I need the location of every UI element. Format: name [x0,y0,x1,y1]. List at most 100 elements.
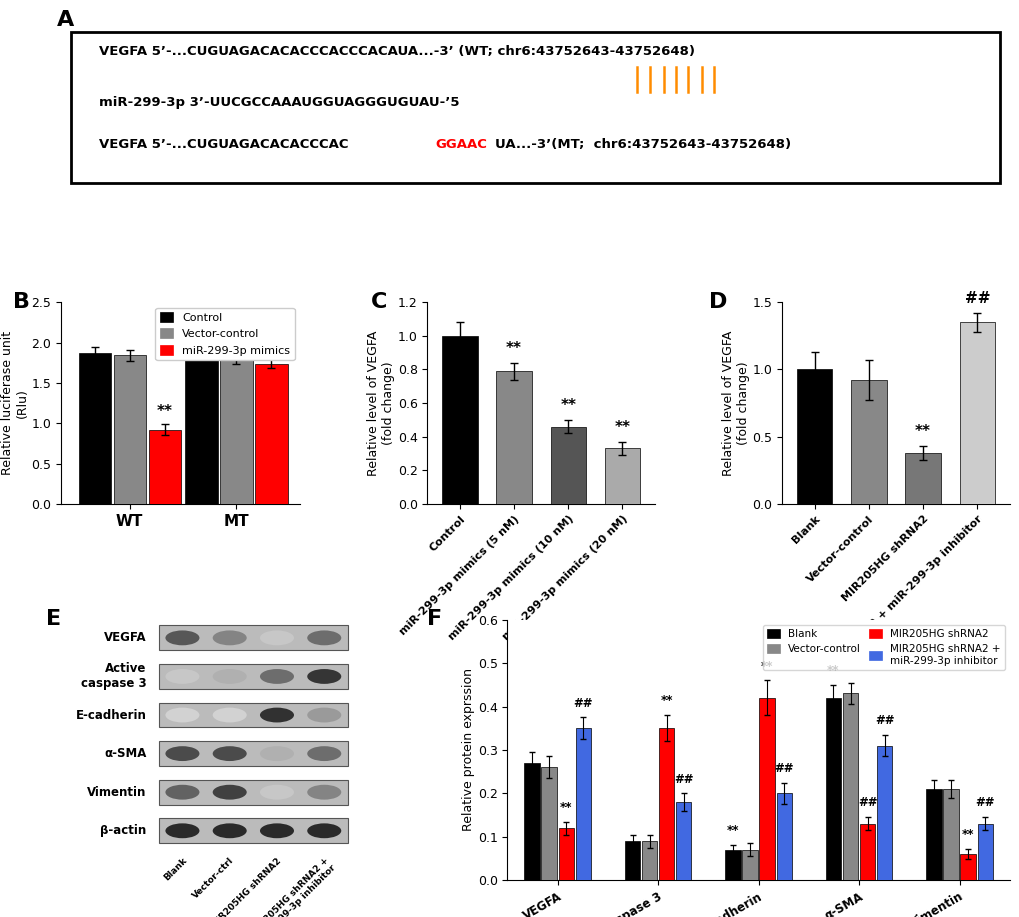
Ellipse shape [213,631,247,646]
Ellipse shape [165,669,200,684]
Bar [641,841,656,880]
Text: Vector-ctrl: Vector-ctrl [192,856,235,900]
Text: ##: ## [674,773,693,786]
Bar [796,370,832,504]
Text: miR-299-3p 3’-UUCGCCAAAUGGUAGGGUGUAU-’5: miR-299-3p 3’-UUCGCCAAAUGGUAGGGUGUAU-’5 [99,96,460,109]
Bar [159,664,347,689]
Text: VEGFA 5’-...CUGUAGACACACCCAC: VEGFA 5’-...CUGUAGACACACCCAC [99,138,348,151]
Text: β-actin: β-actin [100,824,147,837]
Text: ##: ## [857,797,876,810]
Text: ##: ## [964,292,989,306]
Text: **: ** [559,398,576,414]
Text: UA...-3’(MT;  chr6:43752643-43752648): UA...-3’(MT; chr6:43752643-43752648) [494,138,791,151]
Y-axis label: Relative protein exprssion: Relative protein exprssion [462,668,475,832]
Text: Blank: Blank [162,856,189,883]
Ellipse shape [260,708,293,723]
Bar [442,336,477,504]
Text: α-SMA: α-SMA [104,747,147,760]
Y-axis label: Relative luciferase unit
(Rlu): Relative luciferase unit (Rlu) [1,331,29,475]
Bar [925,789,941,880]
Bar [255,363,287,504]
Bar [959,323,994,504]
Bar [575,728,590,880]
Ellipse shape [260,785,293,800]
Text: **: ** [961,828,973,841]
Text: Vimentin: Vimentin [88,786,147,799]
Bar [220,359,253,504]
Text: ##: ## [773,762,793,775]
Ellipse shape [213,746,247,761]
Bar [159,702,347,727]
Text: **: ** [157,404,172,419]
Bar [159,741,347,766]
Ellipse shape [307,669,341,684]
Text: **: ** [505,341,522,356]
Ellipse shape [307,785,341,800]
Text: VEGFA 5’-...CUGUAGACACACCCACCCACAUA...-3’ (WT; chr6:43752643-43752648): VEGFA 5’-...CUGUAGACACACCCACCCACAUA...-3… [99,46,695,59]
Bar [558,828,574,880]
Ellipse shape [213,823,247,838]
Bar [676,802,691,880]
Bar [742,850,757,880]
Text: E-cadherin: E-cadherin [75,709,147,722]
Text: ##: ## [974,797,994,810]
Ellipse shape [165,631,200,646]
Bar [851,381,886,504]
Bar [775,793,791,880]
Text: MIR205HG shRNA2 +
miR-299-3p inhibitor: MIR205HG shRNA2 + miR-299-3p inhibitor [249,856,337,917]
Bar [876,746,892,880]
Y-axis label: Relative level of VEGFA
(fold change): Relative level of VEGFA (fold change) [721,330,749,476]
Bar [842,693,857,880]
Bar [159,625,347,650]
Bar [759,698,774,880]
Ellipse shape [213,785,247,800]
Bar [960,855,975,880]
Ellipse shape [307,823,341,838]
Bar [524,763,539,880]
Bar [625,841,640,880]
Text: **: ** [760,659,772,673]
Legend: Blank, Vector-control, MIR205HG shRNA2, MIR205HG shRNA2 +
miR-299-3p inhibitor: Blank, Vector-control, MIR205HG shRNA2, … [762,624,1004,670]
Bar [943,789,958,880]
Text: **: ** [826,664,839,677]
Text: ##: ## [573,697,592,710]
Text: C: C [370,293,386,312]
Ellipse shape [260,631,293,646]
Bar [725,850,740,880]
Text: GGAAC: GGAAC [435,138,486,151]
Text: MIR205HG shRNA2: MIR205HG shRNA2 [209,856,283,917]
Bar [113,356,146,504]
Text: **: ** [914,425,930,439]
Text: ##: ## [874,714,894,727]
Y-axis label: Relative level of VEGFA
(fold change): Relative level of VEGFA (fold change) [367,330,394,476]
Ellipse shape [307,746,341,761]
Text: Active
caspase 3: Active caspase 3 [81,662,147,691]
Ellipse shape [165,746,200,761]
Ellipse shape [260,746,293,761]
Ellipse shape [307,708,341,723]
Bar [541,768,556,880]
Bar [658,728,674,880]
Bar [496,371,531,504]
Ellipse shape [260,823,293,838]
Ellipse shape [165,823,200,838]
Bar [604,448,640,504]
Legend: Control, Vector-control, miR-299-3p mimics: Control, Vector-control, miR-299-3p mimi… [155,308,294,360]
Ellipse shape [213,708,247,723]
Ellipse shape [165,785,200,800]
Bar [159,818,347,843]
Ellipse shape [165,708,200,723]
Text: F: F [427,609,442,629]
Bar [905,453,940,504]
Ellipse shape [260,669,293,684]
Bar [159,779,347,804]
Ellipse shape [213,669,247,684]
Ellipse shape [307,631,341,646]
Text: **: ** [613,420,630,435]
Bar [78,353,111,504]
Text: A: A [56,10,73,30]
Text: D: D [708,293,728,312]
Text: VEGFA: VEGFA [104,632,147,645]
Bar [859,823,874,880]
Bar [825,698,841,880]
